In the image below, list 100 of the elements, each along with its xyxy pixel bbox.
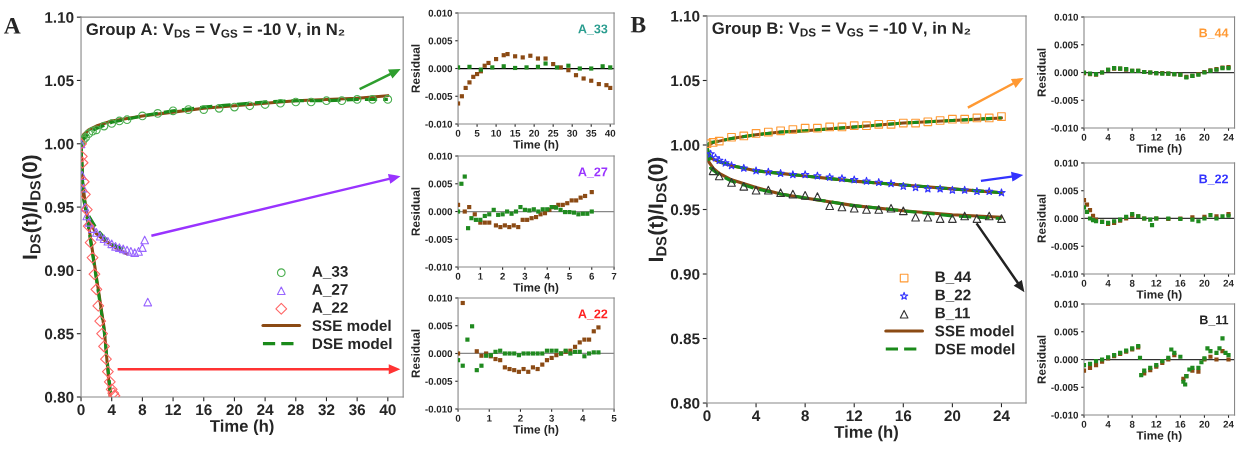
x-tick-label: 3	[522, 272, 528, 280]
y-axis-title: Residual	[1037, 335, 1046, 384]
x-tick-label: 20	[529, 129, 540, 137]
y-tick-label: 0.95	[670, 204, 700, 216]
y-axis-title: Residual	[411, 44, 420, 93]
y-tick-label: -0.005	[425, 93, 453, 100]
x-tick-label: 4	[580, 414, 586, 422]
y-axis-title: I$_{DS}$(t)/I$_{DS}$(0)	[21, 155, 42, 259]
x-tick-label: 40	[379, 404, 396, 416]
x-tick-label: 0	[703, 410, 711, 422]
x-tick-label: 3	[549, 414, 554, 422]
x-tick-label: 4	[544, 272, 550, 280]
x-tick-label: 2	[500, 272, 505, 280]
x-tick-label: 8	[138, 404, 147, 416]
y-tick-label: 1.05	[45, 75, 74, 87]
y-axis-title: I$_{DS}$(t)/I$_{DS}$(0)	[647, 157, 668, 262]
y-tick-label: 1.10	[671, 10, 700, 22]
y-axis-title: Residual	[411, 187, 420, 236]
y-tick-label: 0.90	[670, 268, 700, 280]
legend-label: DSE model	[312, 337, 392, 350]
text: A_27	[578, 167, 608, 178]
x-tick-label: 16	[1175, 420, 1186, 428]
text: A_33	[578, 24, 608, 35]
x-axis-title: Time (h)	[1136, 431, 1182, 443]
x-axis-title: Time (h)	[1136, 289, 1182, 301]
x-tick-label: 16	[196, 404, 212, 416]
y-tick-label: 0.85	[44, 328, 74, 340]
y-tick-label: 0.010	[428, 294, 453, 302]
x-tick-label: 24	[993, 410, 1010, 422]
y-tick-label: 0.80	[44, 391, 74, 403]
y-tick-label: -0.005	[1051, 97, 1079, 104]
y-tick-label: -0.010	[425, 120, 453, 128]
y-tick-label: 1.00	[671, 139, 700, 151]
text: B_22	[1199, 174, 1229, 185]
x-tick-label: 0	[455, 272, 461, 280]
legend-label: SSE model	[935, 325, 1014, 337]
x-tick-label: 10	[491, 129, 502, 137]
y-tick-label: 1.05	[671, 75, 700, 87]
text: A	[3, 17, 21, 34]
x-tick-label: 24	[1223, 133, 1234, 141]
x-tick-label: 12	[1151, 133, 1162, 141]
x-tick-label: 28	[287, 404, 304, 416]
x-tick-label: 25	[548, 129, 559, 137]
y-axis-title: Residual	[411, 329, 420, 378]
y-tick-label: 0.005	[1054, 41, 1079, 49]
chart-title: Group A: V$_{DS}$ = V$_{GS}$ = -10 V, in N₂	[86, 22, 345, 39]
x-tick-label: 35	[586, 129, 597, 137]
y-tick-label: 0.000	[428, 65, 453, 73]
legend-label: SSE model	[312, 319, 391, 332]
y-tick-label: 0.000	[428, 208, 453, 216]
x-tick-label: 20	[1199, 133, 1210, 141]
legend-label: A_22	[312, 302, 348, 315]
x-tick-label: 6	[589, 272, 595, 280]
y-tick-label: 0.000	[428, 350, 453, 358]
y-tick-label: -0.005	[1051, 242, 1079, 250]
x-tick-label: 20	[226, 404, 243, 416]
x-tick-label: 8	[801, 410, 809, 422]
x-tick-label: 30	[567, 129, 578, 137]
y-tick-label: -0.010	[1051, 411, 1079, 419]
y-tick-label: 0.85	[670, 333, 700, 345]
x-tick-label: 20	[944, 410, 961, 422]
x-tick-label: 5	[474, 129, 480, 137]
y-axis-title: Residual	[1037, 194, 1046, 243]
text: B_11	[1200, 315, 1229, 326]
y-tick-label: -0.010	[425, 263, 453, 271]
y-tick-label: 0.010	[428, 9, 453, 17]
x-tick-label: 36	[349, 404, 366, 416]
legend-label: B_44	[935, 271, 972, 284]
x-axis-title: Time (h)	[513, 425, 559, 437]
y-tick-label: 0.000	[1054, 356, 1079, 364]
y-tick-label: 1.00	[45, 138, 74, 150]
legend-label: A_27	[312, 284, 348, 297]
y-tick-label: 0.005	[428, 322, 453, 330]
text: A_22	[578, 309, 608, 320]
y-tick-label: 0.005	[428, 180, 453, 188]
x-tick-label: 40	[604, 129, 616, 137]
y-tick-label: 0.010	[428, 152, 453, 160]
y-tick-label: 0.005	[1054, 328, 1079, 336]
x-tick-label: 24	[1223, 420, 1234, 428]
y-tick-label: -0.005	[425, 236, 453, 243]
x-axis-title: Time (h)	[210, 419, 274, 436]
x-tick-label: 15	[510, 129, 521, 137]
chart-title: Group B: V$_{DS}$ = V$_{GS}$ = -10 V, in N₂	[712, 21, 971, 38]
x-tick-label: 20	[1199, 420, 1210, 428]
x-tick-label: 5	[567, 272, 572, 280]
x-tick-label: 24	[257, 404, 274, 416]
x-tick-label: 0	[1081, 420, 1087, 428]
legend-label: B_22	[935, 289, 971, 303]
x-tick-label: 12	[1151, 420, 1162, 428]
y-tick-label: 1.10	[45, 12, 74, 23]
x-tick-label: 4	[1105, 279, 1111, 287]
x-tick-label: 16	[1175, 133, 1186, 141]
x-tick-label: 4	[1105, 420, 1111, 428]
x-tick-label: 16	[1175, 279, 1186, 287]
y-tick-label: 0.80	[670, 397, 700, 409]
x-tick-label: 0	[77, 404, 85, 416]
y-tick-label: -0.010	[1051, 270, 1079, 278]
legend-label: B_11	[935, 307, 970, 321]
x-tick-label: 0	[1081, 279, 1087, 287]
y-tick-label: 0.010	[1054, 13, 1079, 21]
